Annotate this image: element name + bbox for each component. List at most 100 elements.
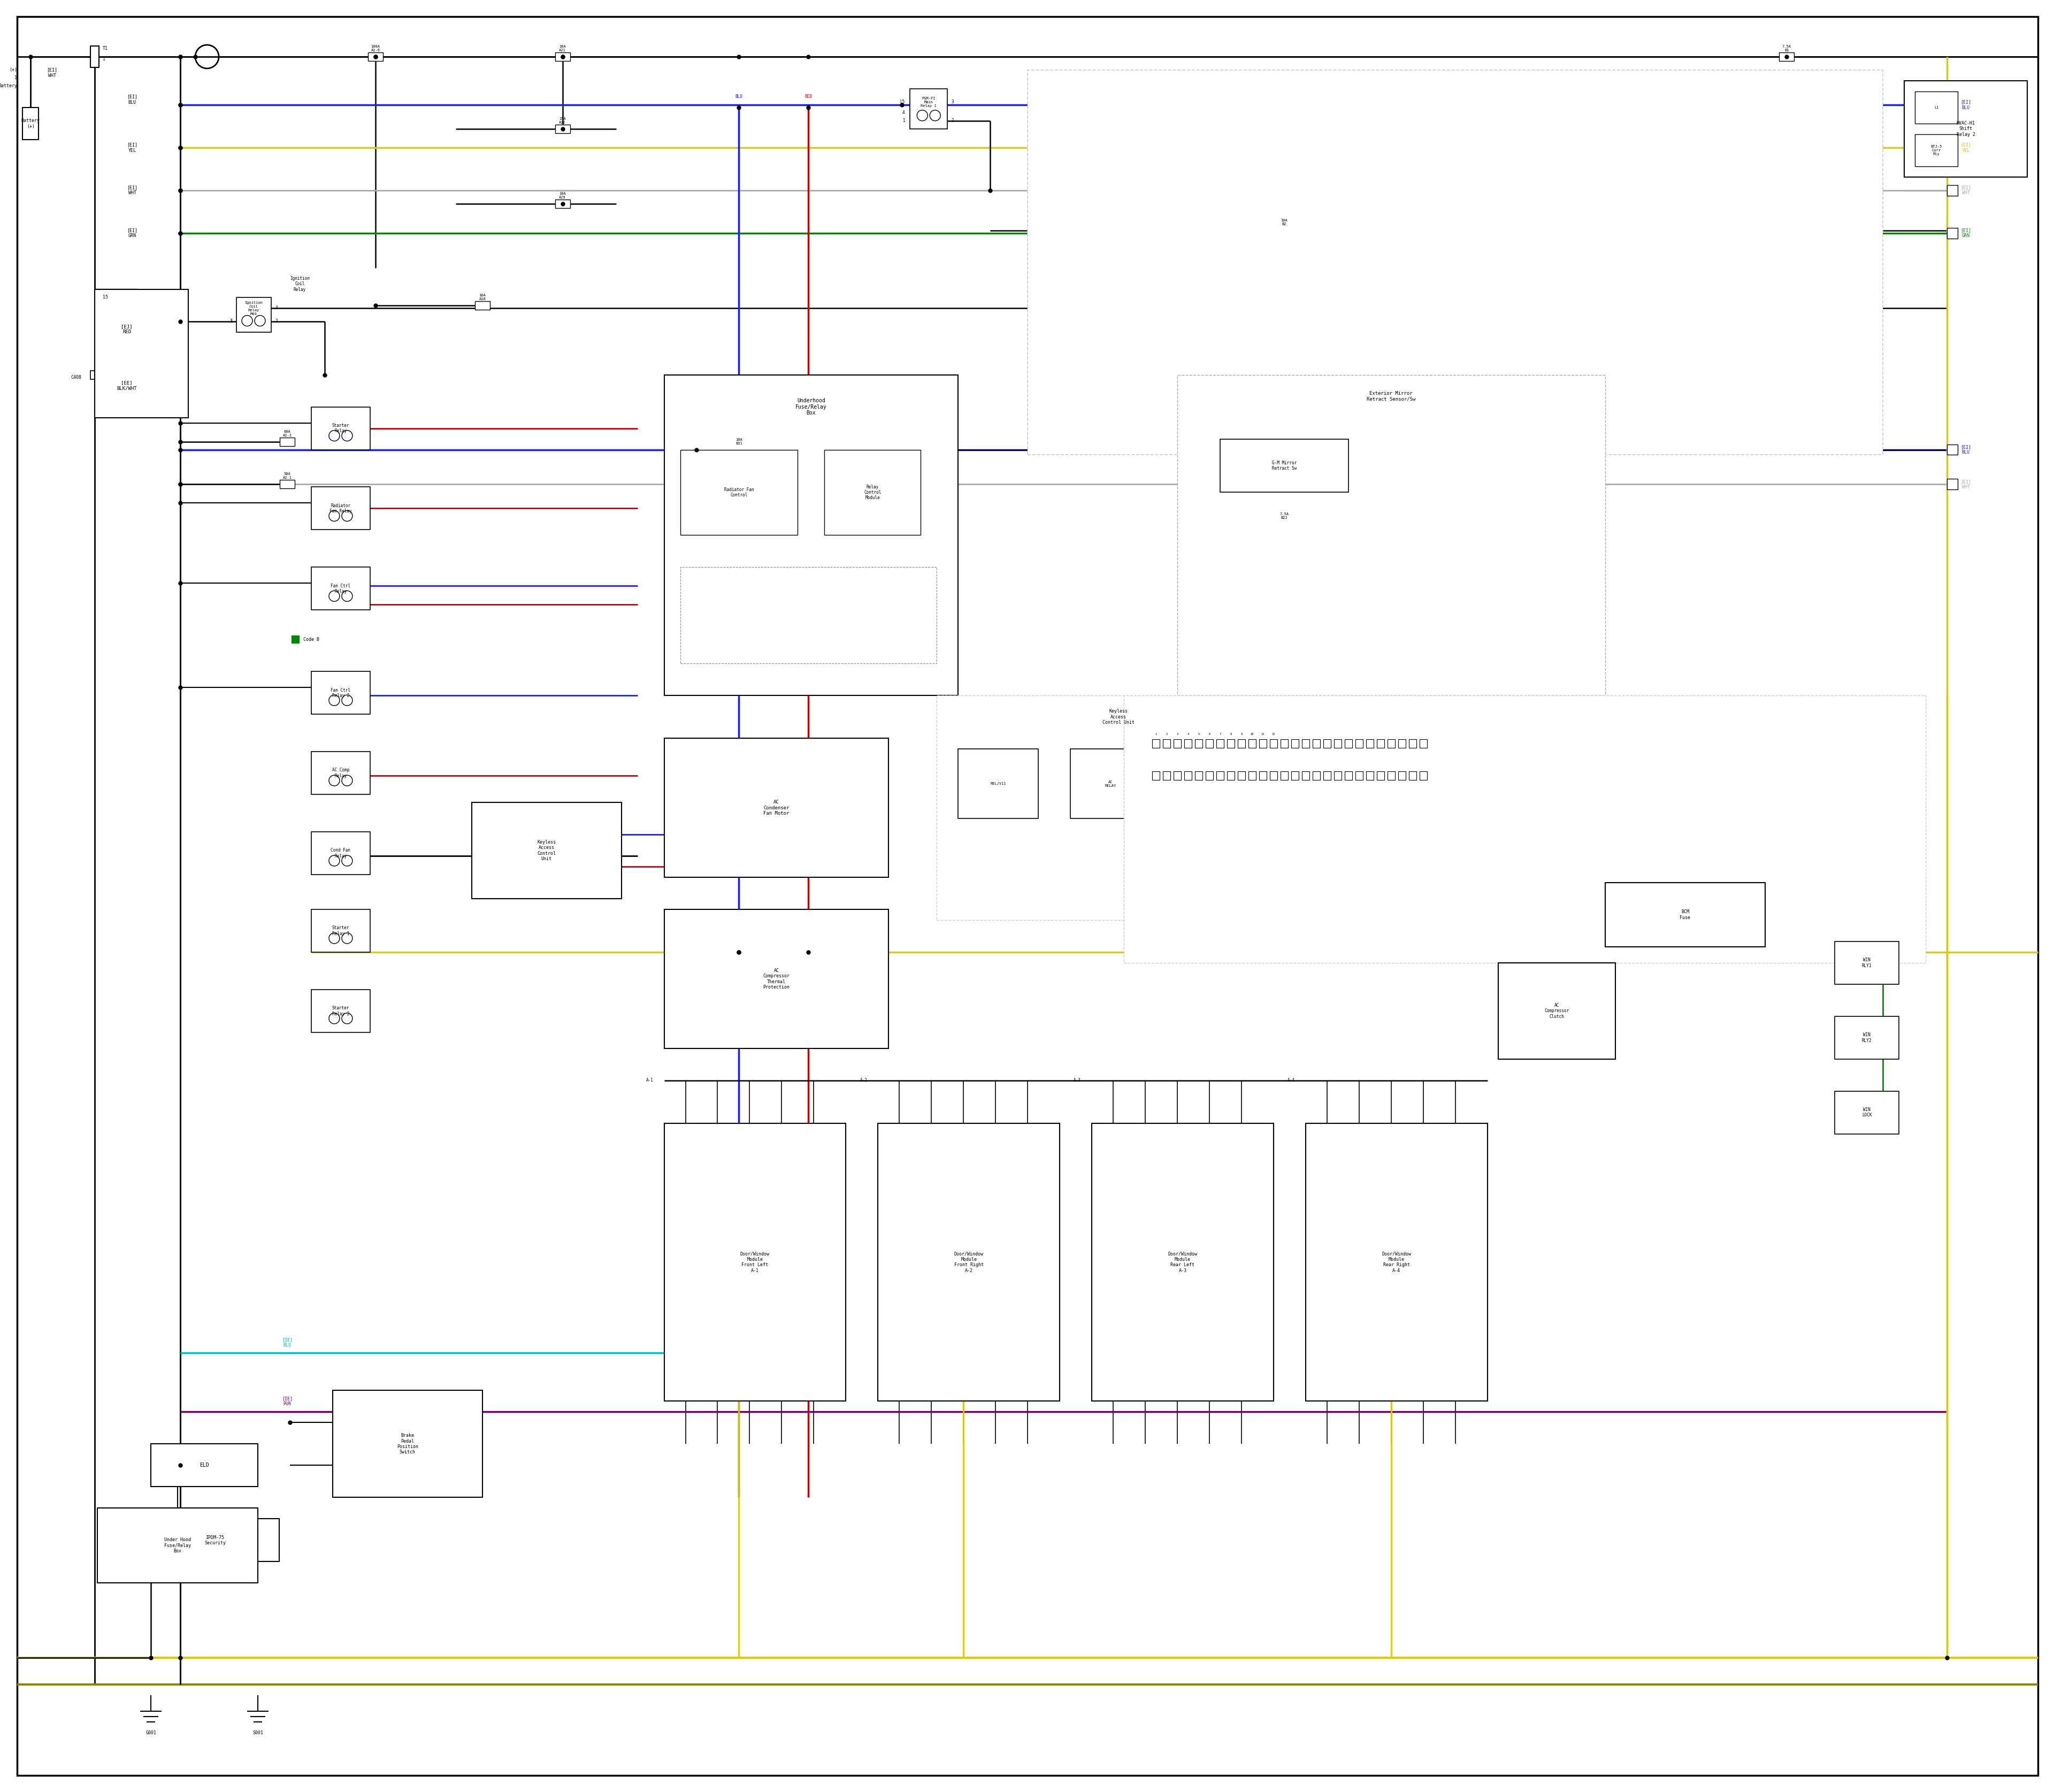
- Text: [EJ]
RED: [EJ] RED: [121, 324, 134, 335]
- Text: 2: 2: [951, 118, 953, 124]
- Bar: [1163, 740, 1171, 747]
- Bar: [957, 749, 1039, 819]
- Text: Cond Fan
Relay: Cond Fan Relay: [331, 848, 351, 858]
- Bar: [90, 371, 99, 380]
- Bar: [555, 52, 571, 61]
- Bar: [312, 672, 370, 715]
- Text: [EE]
BLK/WHT: [EE] BLK/WHT: [117, 380, 138, 391]
- Bar: [1027, 70, 1884, 455]
- Text: HVAC-H1
Shift
Relay 2: HVAC-H1 Shift Relay 2: [1955, 120, 1976, 136]
- Bar: [236, 297, 271, 332]
- Text: 10A
B2: 10A B2: [1282, 219, 1288, 226]
- Text: WIN
LOCK: WIN LOCK: [1861, 1107, 1871, 1118]
- Bar: [1947, 99, 1957, 109]
- Bar: [1195, 740, 1202, 747]
- Bar: [680, 568, 937, 663]
- Bar: [1216, 771, 1224, 780]
- Bar: [1947, 185, 1957, 195]
- Text: Brake
Pedal
Position
Switch: Brake Pedal Position Switch: [396, 1434, 419, 1455]
- Text: A-3: A-3: [1074, 1079, 1080, 1082]
- Bar: [1070, 749, 1150, 819]
- Text: Fan Ctrl
Relay 2: Fan Ctrl Relay 2: [331, 688, 351, 699]
- Bar: [1124, 695, 1927, 962]
- Bar: [1419, 771, 1428, 780]
- Text: Under Hood
Fuse/Relay
Box: Under Hood Fuse/Relay Box: [164, 1538, 191, 1554]
- Text: (+): (+): [10, 68, 16, 72]
- Bar: [1376, 771, 1384, 780]
- Bar: [1206, 740, 1214, 747]
- Bar: [1292, 771, 1298, 780]
- Text: 12: 12: [1271, 733, 1276, 735]
- Bar: [1249, 740, 1255, 747]
- Bar: [1269, 740, 1278, 747]
- Bar: [1604, 883, 1764, 946]
- Bar: [1947, 478, 1957, 489]
- Bar: [663, 909, 889, 1048]
- Text: WIN
RLY1: WIN RLY1: [1861, 957, 1871, 968]
- Text: BTJ-5
Curr
Rly: BTJ-5 Curr Rly: [1931, 145, 1943, 156]
- Bar: [1409, 771, 1417, 780]
- Bar: [937, 695, 1300, 919]
- Text: 10: 10: [1251, 733, 1253, 735]
- Text: ELD: ELD: [199, 1462, 210, 1468]
- Bar: [312, 407, 370, 450]
- Bar: [1173, 740, 1181, 747]
- Bar: [1947, 228, 1957, 238]
- Text: 1: 1: [103, 57, 105, 61]
- Bar: [1834, 941, 1900, 984]
- Bar: [1323, 740, 1331, 747]
- Text: [EI]
WHT: [EI] WHT: [1960, 185, 1972, 195]
- Text: 3: 3: [230, 319, 232, 324]
- Bar: [1259, 771, 1267, 780]
- Text: Starter
Relay 1: Starter Relay 1: [333, 925, 349, 935]
- Text: [EI]
YEL: [EI] YEL: [127, 142, 138, 152]
- Bar: [1249, 771, 1255, 780]
- Bar: [731, 446, 746, 453]
- Text: A-1: A-1: [647, 1079, 653, 1082]
- Bar: [1497, 962, 1616, 1059]
- Bar: [1333, 740, 1341, 747]
- Bar: [1409, 740, 1417, 747]
- Bar: [1323, 771, 1331, 780]
- Text: Battery
(+): Battery (+): [21, 118, 39, 129]
- Text: [EI]
WHT: [EI] WHT: [1960, 478, 1972, 489]
- Bar: [1177, 375, 1604, 695]
- Bar: [910, 90, 947, 129]
- Text: A-4: A-4: [1288, 1079, 1294, 1082]
- Text: G-M Mirror
Retract Sw: G-M Mirror Retract Sw: [1271, 461, 1296, 471]
- Bar: [1220, 439, 1347, 493]
- Bar: [279, 437, 294, 446]
- Text: 4: 4: [275, 305, 277, 310]
- Bar: [1216, 740, 1224, 747]
- Text: Ignition
Coil
Relay: Ignition Coil Relay: [290, 276, 310, 292]
- Text: [EI]
WHT: [EI] WHT: [127, 185, 138, 195]
- Text: AC
Compressor
Thermal
Protection: AC Compressor Thermal Protection: [762, 968, 789, 989]
- Bar: [1302, 771, 1308, 780]
- Bar: [1333, 771, 1341, 780]
- Bar: [23, 108, 39, 140]
- Text: Radiator
Fan Relay: Radiator Fan Relay: [329, 504, 351, 514]
- Text: Battery: Battery: [0, 84, 16, 88]
- Text: [IE]
BLU: [IE] BLU: [281, 1337, 292, 1348]
- Text: IPDM-75
Security: IPDM-75 Security: [203, 1536, 226, 1545]
- Text: 1: 1: [902, 118, 904, 124]
- Text: [IE]
PUR: [IE] PUR: [281, 1396, 292, 1407]
- Bar: [1185, 740, 1191, 747]
- Text: Relay
Control
Module: Relay Control Module: [865, 484, 881, 500]
- Text: AC
Condenser
Fan Motor: AC Condenser Fan Motor: [764, 799, 789, 815]
- Bar: [1947, 444, 1957, 455]
- Text: PGM-FI
Main
Relay 1: PGM-FI Main Relay 1: [920, 97, 937, 108]
- Text: 15A
A22: 15A A22: [559, 116, 567, 124]
- Bar: [150, 1444, 259, 1487]
- Bar: [824, 450, 920, 536]
- Text: Keyless
Access
Control
Unit: Keyless Access Control Unit: [538, 840, 557, 862]
- Bar: [472, 803, 622, 898]
- Text: 4: 4: [902, 111, 904, 115]
- Bar: [1292, 740, 1298, 747]
- Bar: [1356, 740, 1362, 747]
- Text: Door/Window
Module
Front Right
A-2: Door/Window Module Front Right A-2: [955, 1251, 984, 1272]
- Bar: [1173, 771, 1181, 780]
- Text: [EI]
GRN: [EI] GRN: [1960, 228, 1972, 238]
- Text: BLU: BLU: [735, 95, 744, 99]
- Bar: [1834, 1091, 1900, 1134]
